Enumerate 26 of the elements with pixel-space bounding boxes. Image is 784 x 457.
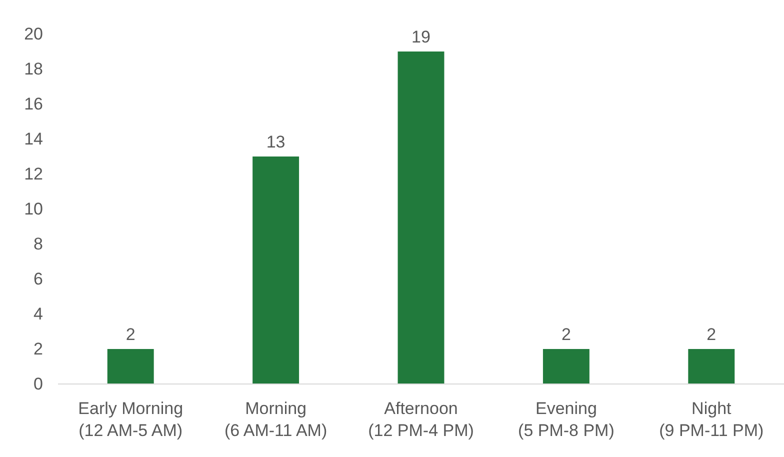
y-tick-label: 0 bbox=[34, 374, 43, 394]
x-tick-label: Early Morning (12 AM-5 AM) bbox=[78, 399, 184, 440]
data-label: 19 bbox=[412, 28, 430, 46]
y-tick-label: 20 bbox=[24, 24, 43, 44]
y-tick-label: 14 bbox=[24, 129, 43, 148]
y-tick-label: 16 bbox=[24, 94, 43, 114]
x-tick-label: Evening (5 PM-8 PM) bbox=[518, 399, 614, 440]
y-tick-label: 18 bbox=[24, 59, 43, 78]
data-label: 2 bbox=[561, 325, 571, 344]
y-tick-label: 6 bbox=[34, 269, 43, 288]
x-tick-label: Night (9 PM-11 PM) bbox=[659, 399, 764, 440]
x-tick-label: Afternoon (12 PM-4 PM) bbox=[368, 399, 474, 440]
data-label: 2 bbox=[126, 325, 136, 344]
bar bbox=[252, 156, 300, 384]
y-tick-label: 12 bbox=[24, 164, 43, 184]
y-tick-label: 10 bbox=[24, 199, 43, 218]
y-tick-label: 8 bbox=[34, 234, 43, 254]
bar bbox=[107, 349, 154, 384]
bar bbox=[688, 349, 735, 384]
bar bbox=[542, 349, 590, 384]
data-label: 2 bbox=[706, 325, 716, 344]
y-tick-label: 4 bbox=[34, 304, 43, 324]
data-label: 13 bbox=[266, 132, 286, 152]
y-tick-label: 2 bbox=[34, 339, 43, 358]
x-tick-label: Morning (6 AM-11 AM) bbox=[224, 399, 328, 440]
bar bbox=[398, 52, 444, 384]
